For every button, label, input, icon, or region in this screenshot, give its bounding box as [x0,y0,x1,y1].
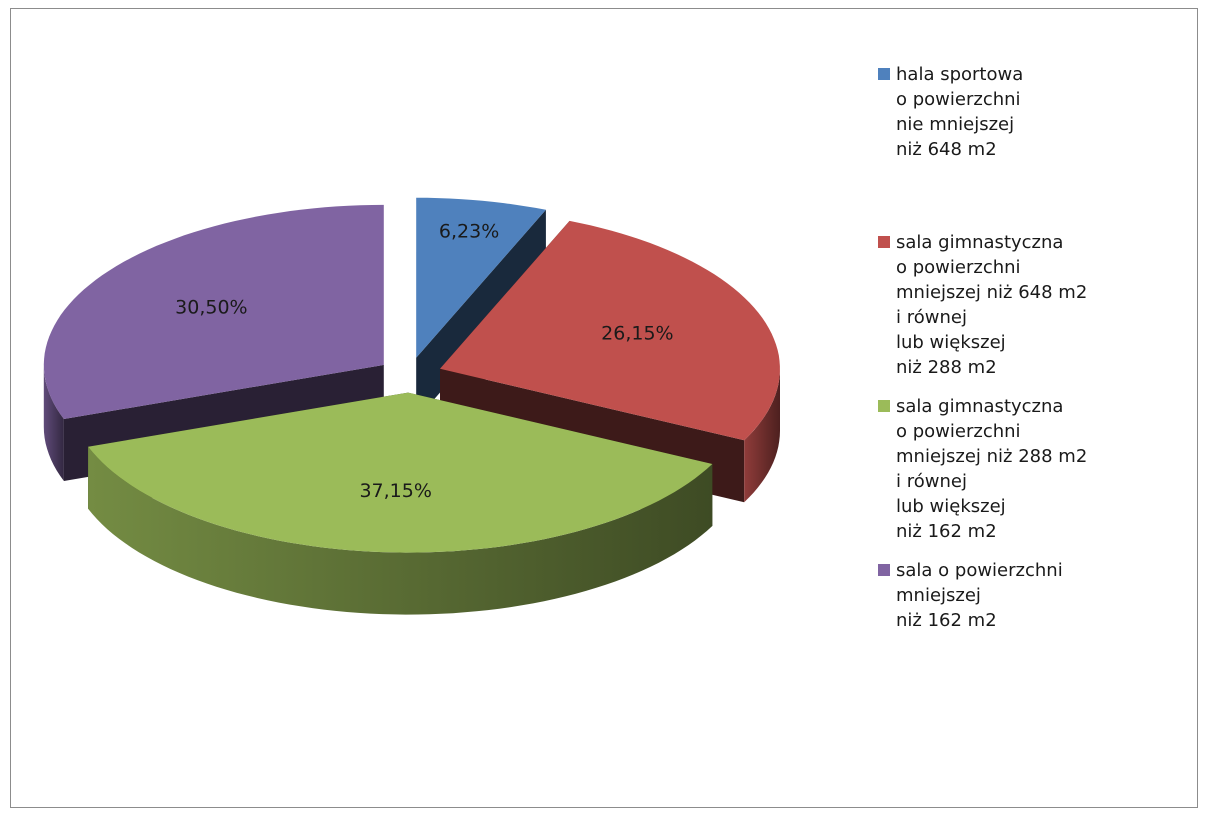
data-label: 30,50% [175,296,247,318]
slice-top [88,392,713,553]
legend-swatch [878,236,890,248]
slice-side [43,364,64,481]
legend-swatch [878,564,890,576]
legend-label: sala gimnastyczna o powierzchni mniejsze… [896,396,1088,542]
legend: hala sportowa o powierzchni nie mniejsze… [878,62,1087,647]
legend-swatch [878,400,890,412]
data-label: 6,23% [439,221,499,243]
slice-top [43,204,384,419]
legend-label: hala sportowa o powierzchni nie mniejsze… [896,64,1024,160]
data-label: 26,15% [601,323,673,345]
slice-top [440,220,780,441]
legend-swatch [878,68,890,80]
legend-label: sala o powierzchni mniejszej niż 162 m2 [896,560,1063,631]
legend-entry: sala o powierzchni mniejszej niż 162 m2 [878,558,1087,633]
legend-label: sala gimnastyczna o powierzchni mniejsze… [896,232,1088,378]
chart-frame [10,8,1198,808]
slice-top [416,197,546,358]
slice-side [88,446,713,615]
slice [88,392,713,615]
legend-entry: sala gimnastyczna o powierzchni mniejsze… [878,230,1087,380]
slice-side [744,368,780,503]
legend-entry: sala gimnastyczna o powierzchni mniejsze… [878,394,1087,544]
legend-entry: hala sportowa o powierzchni nie mniejsze… [878,62,1087,162]
data-label: 37,15% [359,480,431,502]
